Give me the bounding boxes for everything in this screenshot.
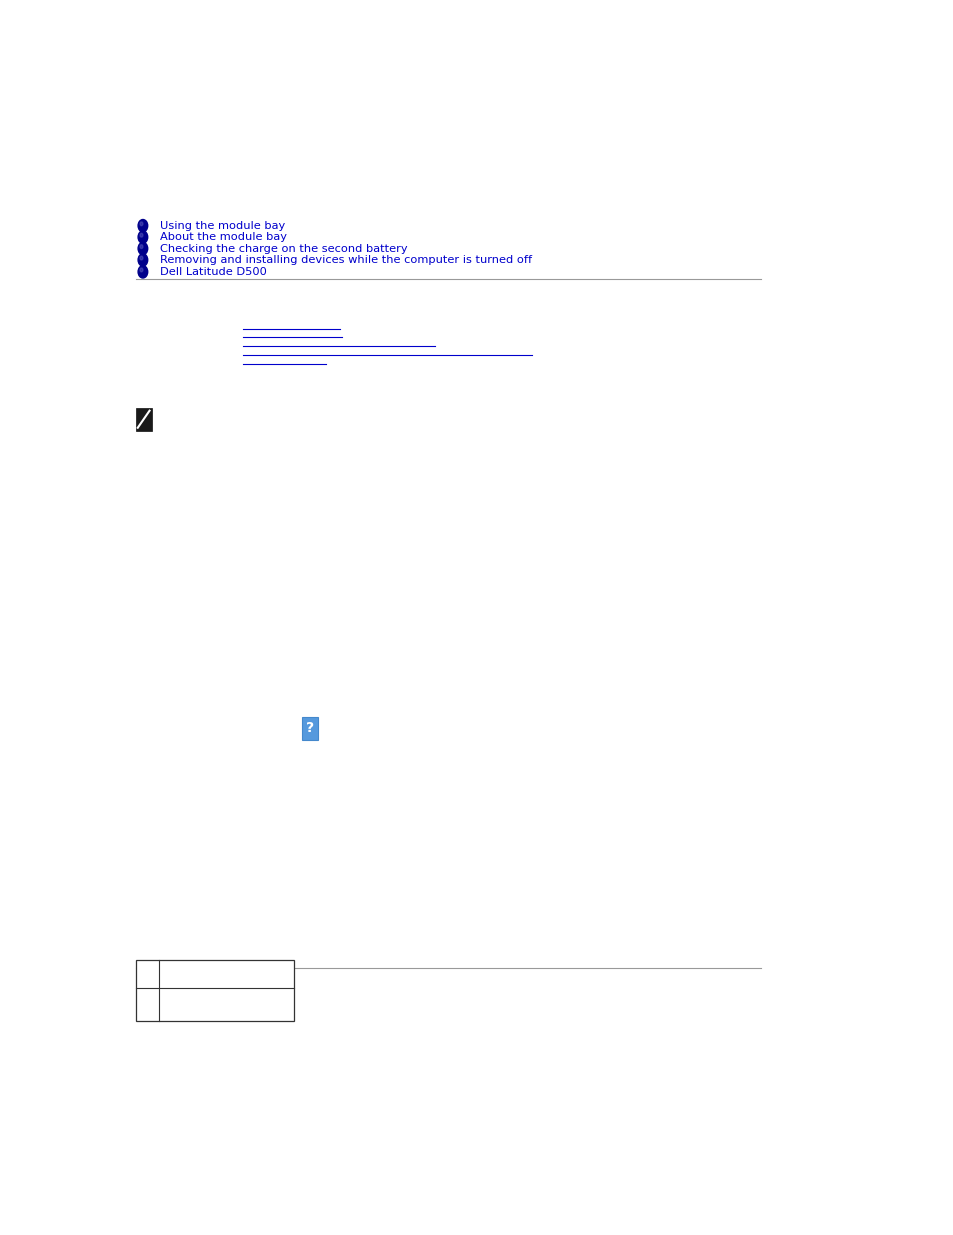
Bar (135, 408, 152, 431)
Text: Dell Latitude D500: Dell Latitude D500 (160, 267, 267, 277)
Circle shape (140, 233, 143, 237)
Bar (301, 716, 317, 740)
Circle shape (140, 268, 143, 272)
Circle shape (138, 242, 148, 254)
Bar (135, 961, 294, 1021)
Text: ?: ? (306, 721, 314, 735)
Circle shape (140, 256, 143, 259)
Circle shape (138, 220, 148, 232)
Text: Using the module bay: Using the module bay (160, 221, 285, 231)
Circle shape (138, 231, 148, 243)
Text: Checking the charge on the second battery: Checking the charge on the second batter… (160, 243, 407, 253)
Text: About the module bay: About the module bay (160, 232, 287, 242)
Text: Removing and installing devices while the computer is turned off: Removing and installing devices while th… (160, 254, 532, 266)
Circle shape (140, 245, 143, 248)
Circle shape (138, 266, 148, 278)
Circle shape (140, 222, 143, 226)
Circle shape (138, 253, 148, 266)
